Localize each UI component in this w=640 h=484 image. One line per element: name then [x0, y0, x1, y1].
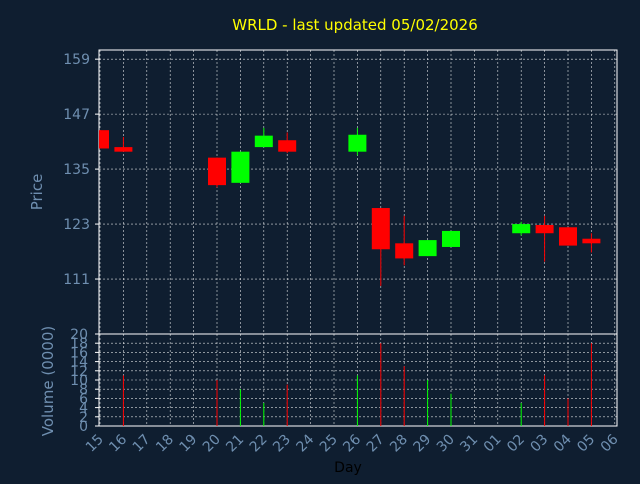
- volume-tick-label: 0: [79, 419, 88, 435]
- x-tick-label: 02: [504, 432, 528, 456]
- x-tick-label: 25: [317, 432, 341, 456]
- candle-body: [208, 157, 226, 186]
- price-tick-label: 111: [63, 272, 90, 288]
- price-tick-label: 123: [63, 217, 90, 233]
- price-axis-label: Price: [28, 174, 46, 211]
- candle-body: [512, 224, 531, 234]
- x-tick-label: 27: [364, 432, 388, 456]
- candle-body: [371, 208, 390, 250]
- x-tick-label: 30: [434, 432, 458, 456]
- x-tick-label: 19: [177, 432, 201, 456]
- price-tick-label: 159: [63, 52, 90, 68]
- x-tick-label: 22: [247, 432, 271, 456]
- volume-tick-label: 20: [70, 327, 88, 343]
- candle-body: [582, 238, 601, 244]
- price-plot-frame: [98, 49, 618, 335]
- price-y-ticks: 111 123 135 147 159: [63, 52, 99, 288]
- x-tick-label: 23: [270, 432, 294, 456]
- volume-tick-label: 2: [79, 410, 88, 426]
- volume-grid: [99, 334, 617, 426]
- candle-body: [418, 240, 437, 257]
- candle-body: [114, 147, 133, 152]
- price-tick-label: 147: [63, 107, 90, 123]
- x-tick-label: 05: [574, 432, 598, 456]
- candle-body: [99, 130, 109, 149]
- x-tick-label: 03: [528, 432, 552, 456]
- x-ticks: 15 16 17 18 19 20 21 22 23 24 25 26 27 28 29 30 31 01 02 03…: [83, 431, 622, 455]
- candle-body: [278, 140, 297, 152]
- x-tick-label: 28: [387, 432, 411, 456]
- volume-tick-label: 10: [70, 373, 88, 389]
- candle-body: [254, 135, 273, 148]
- x-tick-label: 16: [106, 431, 130, 455]
- candle-body: [559, 227, 577, 246]
- x-tick-label: 18: [153, 432, 177, 456]
- candles: [99, 127, 601, 286]
- candle-body: [442, 230, 460, 247]
- x-tick-label: 06: [598, 431, 622, 455]
- x-tick-label: 31: [457, 432, 481, 456]
- candle-body: [348, 134, 367, 152]
- x-tick-label: 17: [130, 432, 154, 456]
- volume-tick-label: 16: [70, 345, 88, 361]
- x-tick-label: 29: [411, 432, 435, 456]
- candle-body: [395, 243, 414, 259]
- candle-body: [231, 151, 250, 183]
- volume-tick-label: 4: [79, 401, 88, 417]
- volume-axis-label: Volume (0000): [39, 326, 57, 436]
- price-tick-label: 135: [63, 162, 90, 178]
- x-tick-label: 26: [340, 431, 364, 455]
- x-tick-label: 01: [481, 432, 505, 456]
- volume-tick-label: 6: [79, 391, 88, 407]
- price-grid: [99, 50, 617, 334]
- chart-title: WRLD - last updated 05/02/2026: [232, 16, 478, 34]
- x-tick-label: 15: [83, 432, 107, 456]
- x-tick-label: 04: [551, 431, 575, 455]
- x-tick-label: 24: [294, 431, 318, 455]
- volume-tick-label: 14: [70, 355, 88, 371]
- volume-tick-label: 8: [79, 382, 88, 398]
- volume-tick-label: 18: [70, 336, 88, 352]
- volume-bars: [122, 343, 592, 426]
- x-axis-label: Day: [334, 460, 362, 476]
- candle-body: [535, 224, 554, 234]
- volume-tick-label: 12: [70, 364, 88, 380]
- x-tick-label: 20: [200, 432, 224, 456]
- x-tick-label: 21: [223, 432, 247, 456]
